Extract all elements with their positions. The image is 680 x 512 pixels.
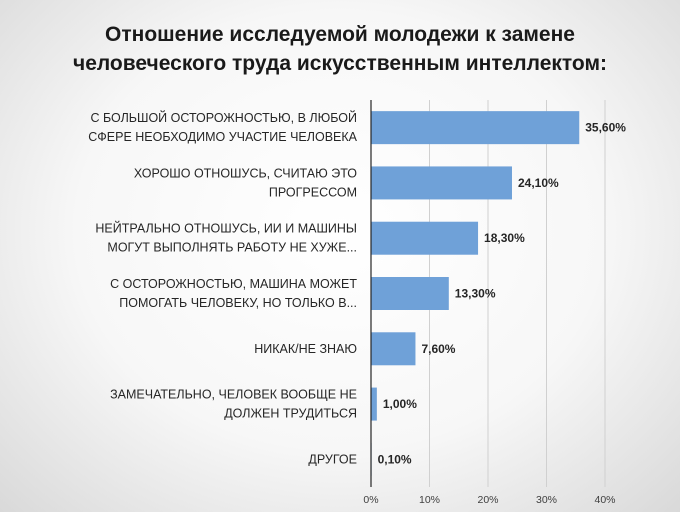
x-tick-label: 20% [477, 494, 498, 506]
category-label: ПРОГРЕССОМ [269, 185, 357, 199]
category-label: ДОЛЖЕН ТРУДИТЬСЯ [224, 407, 357, 421]
bar [371, 166, 512, 200]
category-label: СФЕРЕ НЕОБХОДИМО УЧАСТИЕ ЧЕЛОВЕКА [88, 130, 357, 144]
category-label: С ОСТОРОЖНОСТЬЮ, МАШИНА МОЖЕТ [110, 277, 357, 291]
category-label: ДРУГОЕ [308, 452, 357, 466]
category-label: НИКАК/НЕ ЗНАЮ [254, 342, 357, 356]
value-label: 35,60% [585, 121, 626, 135]
bar [371, 221, 479, 255]
chart-title-line-1: Отношение исследуемой молодежи к замене [105, 23, 575, 46]
bar [371, 387, 377, 421]
bar [371, 277, 449, 310]
bar [371, 111, 580, 145]
value-label: 18,30% [484, 231, 525, 245]
x-tick-label: 10% [419, 494, 440, 506]
value-label: 7,60% [421, 342, 455, 356]
value-label: 13,30% [455, 287, 496, 301]
value-label: 24,10% [518, 176, 559, 190]
bar [371, 332, 416, 366]
category-label: С БОЛЬШОЙ ОСТОРОЖНОСТЬЮ, В ЛЮБОЙ [90, 110, 357, 125]
chart-title: Отношение исследуемой молодежи к замене … [0, 20, 680, 78]
value-label: 1,00% [383, 397, 417, 411]
x-tick-label: 30% [536, 494, 557, 506]
x-tick-label: 40% [594, 494, 615, 506]
category-label: ПОМОГАТЬ ЧЕЛОВЕКУ, НО ТОЛЬКО В... [119, 296, 357, 310]
x-tick-label: 0% [363, 494, 378, 506]
category-label: ХОРОШО ОТНОШУСЬ, СЧИТАЮ ЭТО [134, 166, 357, 180]
category-label: НЕЙТРАЛЬНО ОТНОШУСЬ, ИИ И МАШИНЫ [95, 221, 357, 236]
value-label: 0,10% [378, 452, 412, 466]
category-label: ЗАМЕЧАТЕЛЬНО, ЧЕЛОВЕК ВООБЩЕ НЕ [110, 388, 357, 402]
category-label: МОГУТ ВЫПОЛНЯТЬ РАБОТУ НЕ ХУЖЕ... [107, 241, 357, 255]
chart-title-line-2: человеческого труда искусственным интелл… [73, 52, 607, 75]
